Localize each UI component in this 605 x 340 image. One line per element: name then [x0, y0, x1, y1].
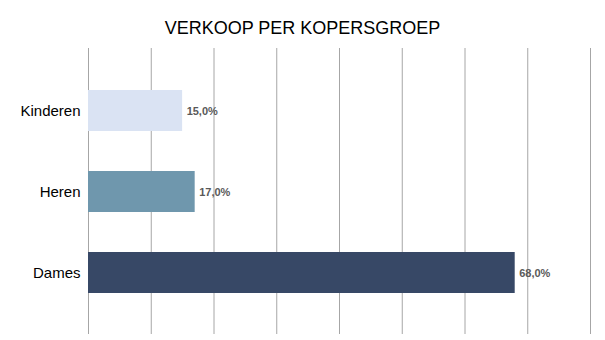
svg-text:68,0%: 68,0% — [519, 267, 550, 279]
svg-text:Kinderen: Kinderen — [20, 102, 80, 119]
html-text:VERKOOP PER KOPERSGROEP: VERKOOP PER KOPERSGROEP — [164, 18, 441, 38]
svg-text:Heren: Heren — [40, 183, 81, 200]
svg-text:17,0%: 17,0% — [199, 186, 230, 198]
svg-text:15,0%: 15,0% — [187, 105, 218, 117]
svg-text:Dames: Dames — [33, 264, 81, 281]
